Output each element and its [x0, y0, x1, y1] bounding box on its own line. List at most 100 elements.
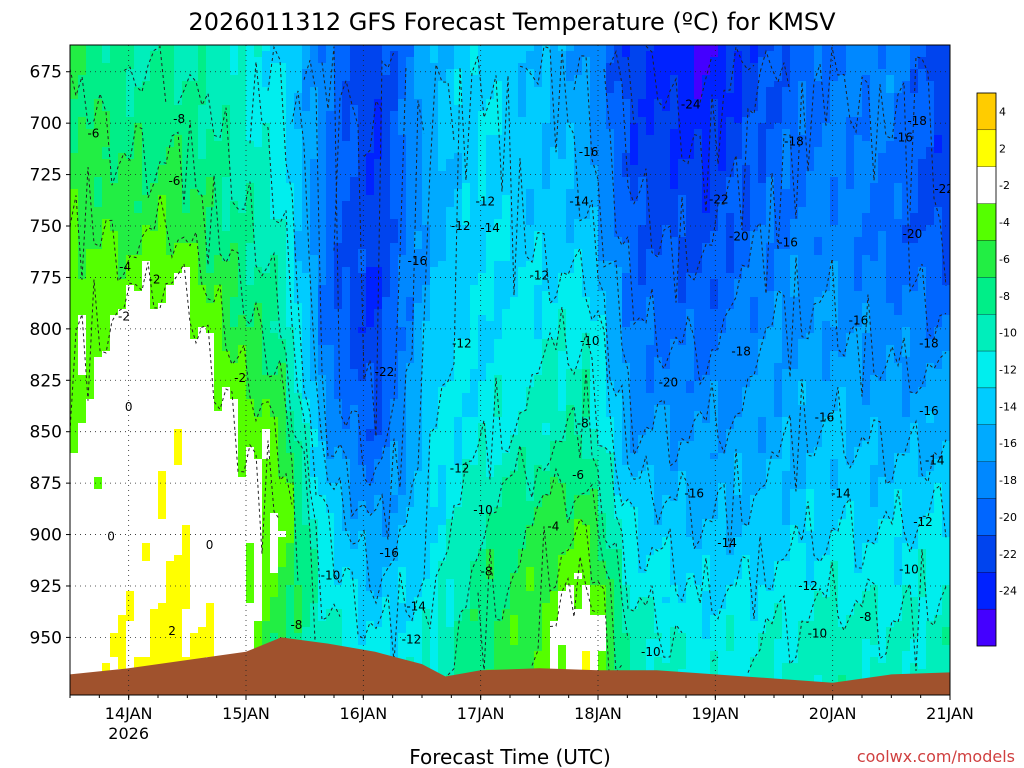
field-cell	[414, 45, 423, 52]
field-cell	[198, 207, 207, 214]
field-cell	[190, 513, 199, 520]
field-cell	[118, 399, 127, 406]
field-cell	[302, 339, 311, 346]
field-cell	[198, 213, 207, 220]
field-cell	[238, 321, 247, 328]
field-cell	[206, 543, 215, 550]
field-cell	[150, 447, 159, 454]
field-cell	[390, 291, 399, 298]
field-cell	[214, 165, 223, 172]
field-cell	[70, 537, 79, 544]
field-cell	[326, 477, 335, 484]
field-cell	[310, 291, 319, 298]
field-cell	[414, 195, 423, 202]
field-cell	[326, 147, 335, 154]
field-cell	[94, 117, 103, 124]
field-cell	[94, 231, 103, 238]
field-cell	[190, 561, 199, 568]
field-cell	[158, 417, 167, 424]
field-cell	[158, 153, 167, 160]
field-cell	[198, 435, 207, 442]
field-cell	[334, 453, 343, 460]
field-cell	[326, 189, 335, 196]
field-cell	[94, 237, 103, 244]
field-cell	[182, 585, 191, 592]
field-cell	[390, 333, 399, 340]
field-cell	[318, 579, 327, 586]
field-cell	[310, 123, 319, 130]
field-cell	[294, 291, 303, 298]
field-cell	[366, 507, 375, 514]
field-cell	[182, 423, 191, 430]
field-cell	[358, 45, 367, 52]
field-cell	[238, 309, 247, 316]
field-cell	[174, 585, 183, 592]
field-cell	[166, 201, 175, 208]
field-cell	[350, 189, 359, 196]
field-cell	[390, 489, 399, 496]
field-cell	[270, 357, 279, 364]
field-cell	[110, 231, 119, 238]
field-cell	[94, 591, 103, 598]
field-cell	[70, 339, 79, 346]
field-cell	[78, 519, 87, 526]
field-cell	[86, 459, 95, 466]
field-cell	[78, 537, 87, 544]
field-cell	[78, 363, 87, 370]
field-cell	[278, 285, 287, 292]
field-cell	[342, 429, 351, 436]
field-cell	[382, 93, 391, 100]
field-cell	[102, 423, 111, 430]
field-cell	[190, 459, 199, 466]
field-cell	[238, 201, 247, 208]
field-cell	[278, 477, 287, 484]
field-cell	[134, 309, 143, 316]
field-cell	[94, 453, 103, 460]
field-cell	[286, 255, 295, 262]
field-cell	[70, 615, 79, 622]
field-cell	[142, 213, 151, 220]
field-cell	[422, 651, 431, 658]
field-cell	[78, 291, 87, 298]
field-cell	[326, 243, 335, 250]
field-cell	[262, 369, 271, 376]
field-cell	[398, 57, 407, 64]
field-cell	[326, 327, 335, 334]
field-cell	[70, 459, 79, 466]
field-cell	[406, 603, 415, 610]
field-cell	[382, 393, 391, 400]
field-cell	[134, 447, 143, 454]
field-cell	[366, 153, 375, 160]
field-cell	[350, 81, 359, 88]
field-cell	[110, 633, 119, 640]
field-cell	[70, 651, 79, 658]
field-cell	[166, 567, 175, 574]
field-cell	[262, 357, 271, 364]
field-cell	[118, 429, 127, 436]
field-cell	[126, 411, 135, 418]
field-cell	[206, 201, 215, 208]
field-cell	[206, 207, 215, 214]
field-cell	[302, 381, 311, 388]
field-cell	[166, 147, 175, 154]
field-cell	[294, 429, 303, 436]
field-cell	[182, 327, 191, 334]
field-cell	[374, 231, 383, 238]
field-cell	[382, 399, 391, 406]
field-cell	[310, 393, 319, 400]
field-cell	[302, 153, 311, 160]
field-cell	[190, 237, 199, 244]
field-cell	[86, 285, 95, 292]
field-cell	[414, 387, 423, 394]
field-cell	[126, 543, 135, 550]
field-cell	[222, 561, 231, 568]
field-cell	[142, 363, 151, 370]
field-cell	[326, 429, 335, 436]
field-cell	[390, 591, 399, 598]
field-cell	[134, 171, 143, 178]
field-cell	[334, 603, 343, 610]
field-cell	[278, 411, 287, 418]
field-cell	[94, 129, 103, 136]
field-cell	[318, 411, 327, 418]
field-cell	[142, 333, 151, 340]
